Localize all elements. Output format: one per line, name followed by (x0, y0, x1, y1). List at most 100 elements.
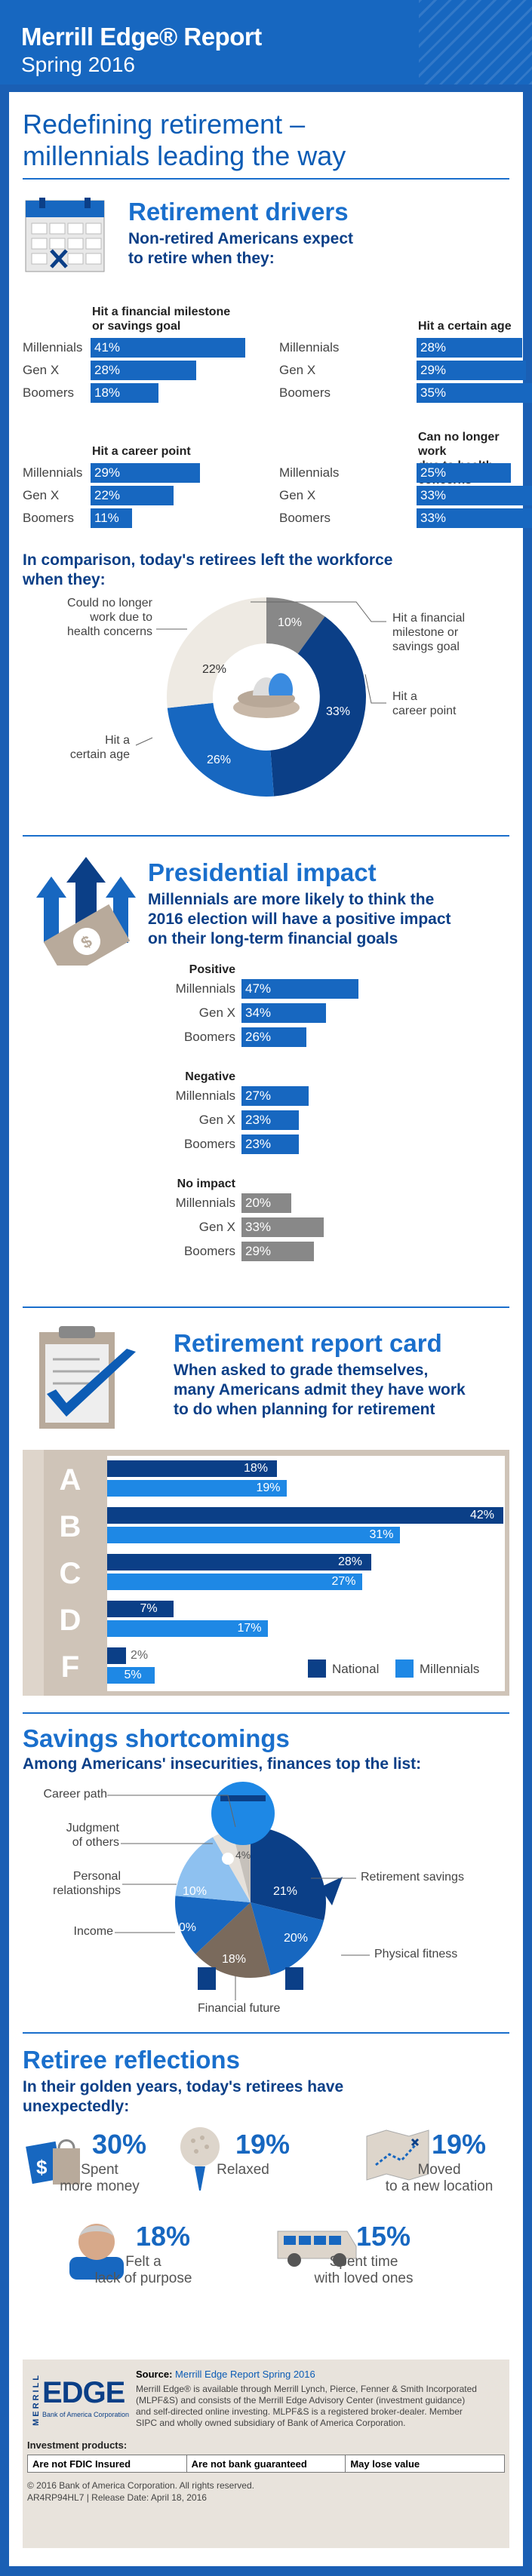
disclosure-bar: Are not FDIC Insured Are not bank guaran… (27, 2455, 505, 2473)
map-icon (364, 2129, 432, 2185)
divider (23, 2032, 509, 2034)
bar-label: Millennials (175, 1088, 235, 1103)
footer-source: Source: Merrill Edge Report Spring 2016 (136, 2369, 315, 2380)
grade-letter: C (59, 1557, 81, 1590)
bar-label: Millennials (279, 465, 340, 480)
grade-letter: D (59, 1604, 81, 1637)
bar: 29% (241, 1242, 314, 1261)
reflection-text: Spent time with loved ones (303, 2254, 424, 2287)
text-line: more money (60, 2178, 140, 2194)
bar: 41% (91, 338, 245, 358)
bar-label: Millennials (279, 340, 340, 355)
national-bar (107, 1647, 126, 1664)
bar-label: Boomers (183, 1030, 235, 1044)
label-line: career point (392, 705, 457, 717)
text-line: Spent (81, 2162, 118, 2178)
divider (23, 835, 509, 837)
bar-label: Gen X (23, 488, 60, 502)
bar: 34% (241, 1003, 327, 1023)
national-bar (107, 1460, 277, 1477)
disclosure-item: Are not FDIC Insured (28, 2455, 187, 2472)
millennials-bar (107, 1527, 400, 1543)
bar: 25% (417, 463, 511, 483)
bar: 35% (417, 383, 532, 403)
headline-line: millennials leading the way (23, 140, 346, 171)
reflection-percent: 18% (136, 2221, 191, 2252)
subtitle-line: Non-retired Americans expect (128, 230, 353, 247)
header-subtitle: Spring 2016 (21, 53, 136, 76)
label-personal: Personal relationships (24, 1869, 121, 1898)
body-line: and self-directed online investing. MLPF… (136, 2406, 463, 2417)
arrows-up-icon: $ (30, 852, 143, 979)
bar-label: Boomers (183, 1137, 235, 1151)
label-line: certain age (69, 748, 130, 761)
bar-label: Gen X (279, 488, 316, 502)
millennials-bar (107, 1620, 268, 1637)
reflection-percent: 19% (235, 2129, 291, 2160)
body-line: Merrill Edge® is available through Merri… (136, 2384, 477, 2394)
millennials-bar (107, 1667, 155, 1684)
divider (23, 178, 509, 180)
label-career: Hit a career point (392, 689, 457, 718)
label-line: work due to (90, 611, 152, 624)
title-line: Hit a certain age (418, 320, 512, 333)
slice-label-fitness: 20% (284, 1932, 308, 1945)
label-age: Hit a certain age (54, 733, 130, 762)
millennials-value: 27% (331, 1575, 356, 1588)
source-label: Source: (136, 2369, 173, 2380)
bar-label: Millennials (23, 340, 83, 355)
legend-national-swatch (308, 1660, 326, 1678)
presidential-title: Presidential impact (148, 858, 377, 886)
slice-label-age: 26% (207, 754, 231, 766)
millennials-value: 31% (369, 1528, 394, 1541)
footer-code: AR4RP94HL7 | Release Date: April 18, 201… (27, 2492, 207, 2503)
slice-label-future: 18% (222, 1953, 246, 1966)
bar-label: Boomers (279, 511, 331, 525)
bar-label: Millennials (175, 981, 235, 996)
footer-investment: Investment products: (27, 2439, 128, 2451)
reflection-text: Moved to a new location (379, 2162, 500, 2195)
text-line: with loved ones (314, 2271, 414, 2286)
bar: 33% (417, 486, 532, 505)
shopping-bags-icon: $ (26, 2132, 94, 2196)
label-judgment: Judgment of others (39, 1821, 119, 1850)
bar: 29% (417, 361, 526, 380)
text-line: Relaxed (217, 2162, 269, 2178)
source-text: Merrill Edge Report Spring 2016 (175, 2369, 315, 2380)
bar: 33% (241, 1217, 324, 1237)
body-line: SIPC and wholly owned subsidiary of Bank… (136, 2418, 406, 2428)
footer-copyright: © 2016 Bank of America Corporation. All … (27, 2480, 254, 2491)
bar-group-title: No impact (177, 1177, 235, 1190)
bar-label: Boomers (23, 511, 75, 525)
slice-label-retirement: 21% (273, 1885, 297, 1898)
disclosure-item: May lose value (350, 2458, 420, 2470)
bar-group-title: Hit a financial milestone or savings goal (92, 305, 230, 333)
label-health: Could no longer work due to health concern… (47, 596, 152, 639)
bar-label: Boomers (23, 385, 75, 400)
subtitle-line: to do when planning for retirement (174, 1401, 435, 1418)
header-title: Merrill Edge® Report (21, 23, 262, 51)
label-line: Hit a financial (392, 612, 466, 625)
subtitle-line: Millennials are more likely to think the (148, 891, 435, 908)
label-line: savings goal (392, 640, 460, 653)
bar: 18% (91, 383, 158, 403)
grade-letter: B (59, 1510, 81, 1543)
golf-ball-icon (174, 2126, 226, 2197)
savings-subtitle: Among Americans' insecurities, finances … (23, 1755, 422, 1773)
bar: 23% (241, 1110, 299, 1130)
text-line: Moved (417, 2162, 461, 2178)
title-line: or savings goal (92, 320, 181, 333)
footer-body: Merrill Edge® is available through Merri… (136, 2384, 506, 2429)
subtitle-line: many Americans admit they have work (174, 1381, 466, 1399)
reflection-text: Felt a lack of purpose (83, 2254, 204, 2287)
bar: 11% (91, 508, 132, 528)
reflections-title: Retiree reflections (23, 2046, 240, 2074)
label-line: Personal (72, 1870, 121, 1883)
legend-national-label: National (332, 1662, 380, 1676)
savings-pie-chart: 21% 20% 18% 10% 10% 4% Career path Judgm… (9, 1782, 523, 2023)
label-retirement-savings: Retirement savings (361, 1871, 464, 1884)
label-line: relationships (53, 1884, 121, 1897)
legend-millennials-swatch (395, 1660, 414, 1678)
subtitle-line: When asked to grade themselves, (174, 1362, 429, 1379)
bar-label: Boomers (279, 385, 331, 400)
